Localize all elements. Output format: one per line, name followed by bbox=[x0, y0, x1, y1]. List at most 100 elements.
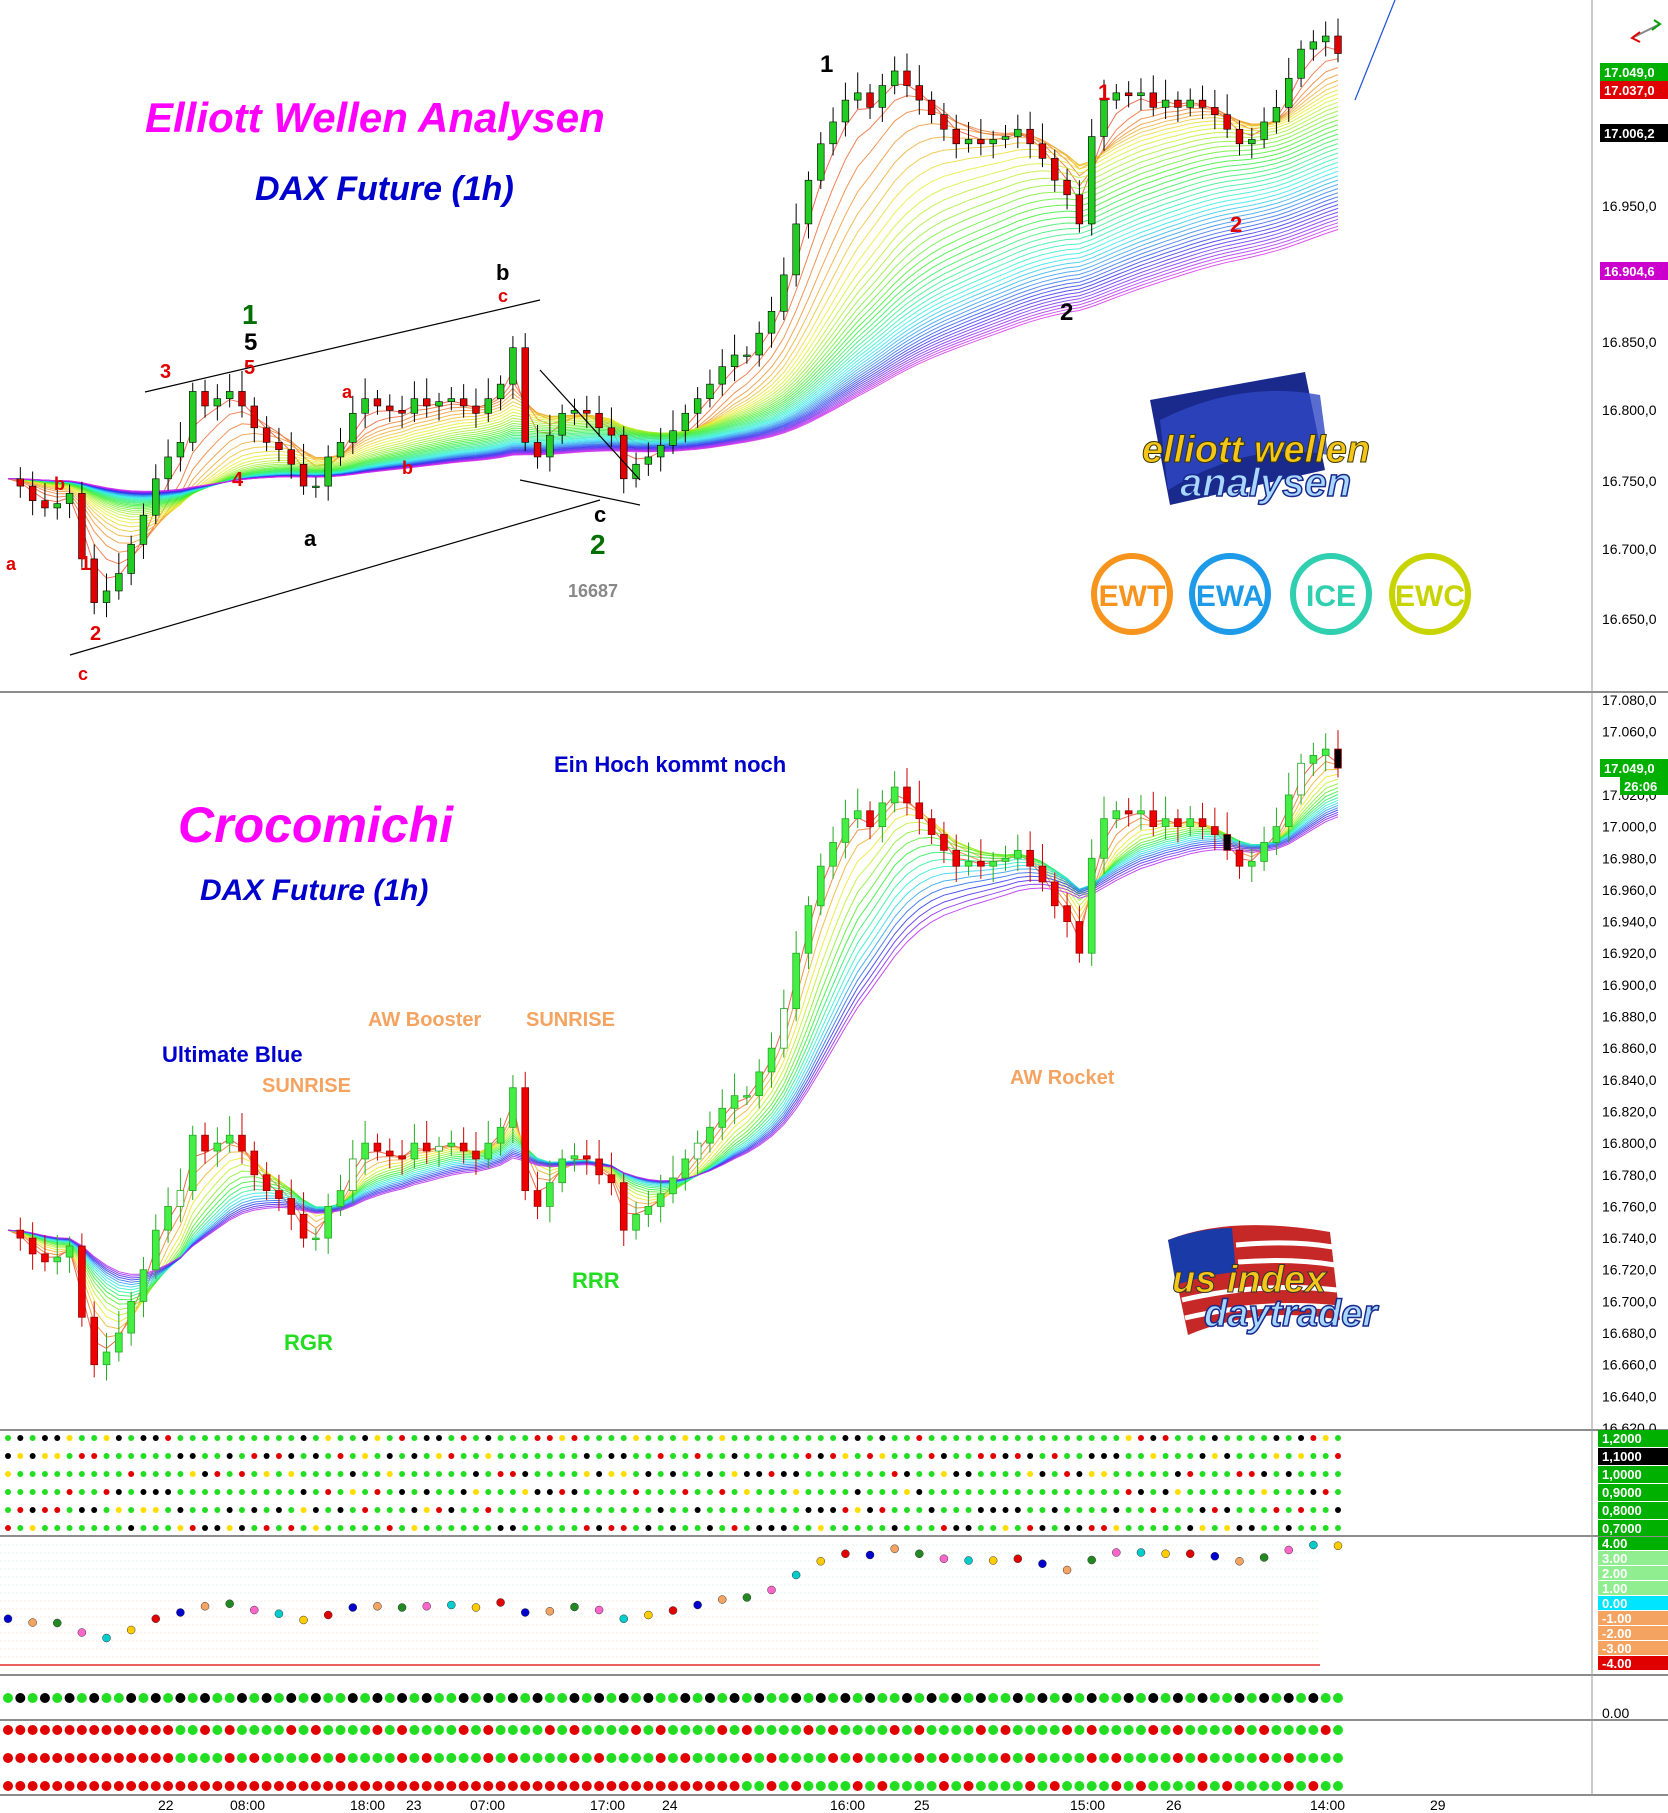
indicator-dot bbox=[620, 1435, 627, 1441]
indicator-dot bbox=[202, 1471, 209, 1477]
indicator-dot bbox=[436, 1471, 443, 1477]
candle-body bbox=[890, 70, 899, 86]
indicator-dot bbox=[263, 1453, 270, 1459]
indicator-dot bbox=[66, 1525, 73, 1531]
indicator-dot bbox=[1014, 1435, 1021, 1441]
indicator-dot bbox=[828, 1693, 839, 1703]
indicator-dot bbox=[1322, 1471, 1329, 1477]
indicator-dot bbox=[1224, 1453, 1231, 1459]
candle-body bbox=[28, 1237, 37, 1255]
indicator-dot bbox=[386, 1453, 393, 1459]
indicator-dot bbox=[15, 1781, 26, 1791]
indicator-dot bbox=[1320, 1725, 1331, 1735]
wave-label: b bbox=[402, 458, 413, 478]
indicator-dot bbox=[323, 1693, 334, 1703]
indicator-dot bbox=[618, 1725, 629, 1735]
indicator-dot bbox=[594, 1725, 605, 1735]
candle-body bbox=[1248, 139, 1256, 145]
indicator-dot bbox=[138, 1753, 149, 1763]
indicator-dot bbox=[890, 1544, 899, 1553]
indicator-dot bbox=[1174, 1489, 1181, 1495]
indicator-dot bbox=[1246, 1753, 1257, 1763]
candle-body bbox=[139, 514, 148, 545]
indicator-dot bbox=[520, 1781, 531, 1791]
indicator-dot bbox=[743, 1453, 750, 1459]
indicator-dot bbox=[916, 1489, 923, 1495]
indicator-dot bbox=[386, 1489, 393, 1495]
indicator-dot bbox=[422, 1602, 431, 1611]
candle-body bbox=[854, 92, 862, 101]
candle-body bbox=[656, 1193, 665, 1207]
indicator-dot bbox=[226, 1525, 233, 1531]
indicator-dot bbox=[202, 1507, 209, 1513]
y-tick: 16.760,0 bbox=[1602, 1198, 1657, 1214]
candle-body bbox=[1297, 48, 1305, 79]
indicator-dot bbox=[583, 1435, 590, 1441]
indicator-dot bbox=[1135, 1693, 1146, 1703]
indicator-dot bbox=[495, 1753, 506, 1763]
indicator-dot bbox=[1162, 1507, 1169, 1513]
candle-body bbox=[1026, 128, 1034, 145]
indicator-dot bbox=[768, 1435, 775, 1441]
indicator-dot bbox=[793, 1489, 800, 1495]
indicator-dot bbox=[165, 1489, 172, 1495]
candle-body bbox=[977, 861, 985, 867]
indicator-dot bbox=[472, 1489, 479, 1495]
indicator-dot bbox=[803, 1781, 814, 1791]
indicator-dot bbox=[596, 1453, 603, 1459]
indicator-dot bbox=[214, 1489, 221, 1495]
indicator-dot bbox=[1123, 1753, 1134, 1763]
indicator-dot bbox=[670, 1435, 676, 1441]
candle-body bbox=[743, 1095, 751, 1098]
indicator-dot bbox=[928, 1525, 935, 1531]
candle-body bbox=[780, 274, 788, 312]
candle-body bbox=[718, 366, 726, 385]
indicator-dot bbox=[238, 1435, 245, 1441]
indicator-dot bbox=[657, 1489, 664, 1495]
indicator-dot bbox=[152, 1489, 159, 1495]
indicator-dot bbox=[275, 1525, 282, 1531]
candle-body bbox=[632, 463, 640, 480]
indicator-dot bbox=[867, 1507, 874, 1513]
indicator-dot bbox=[1298, 1489, 1305, 1495]
indicator-dot bbox=[692, 1781, 703, 1791]
indicator-dot bbox=[101, 1725, 112, 1735]
indicator-dot bbox=[546, 1471, 553, 1477]
indicator-dot bbox=[1261, 1471, 1268, 1477]
candle-body bbox=[435, 401, 443, 407]
indicator-dot bbox=[1296, 1781, 1307, 1791]
candle-body bbox=[730, 354, 739, 367]
indicator-dot bbox=[1174, 1471, 1181, 1477]
indicator-dot bbox=[495, 1781, 506, 1791]
indicator-dot bbox=[39, 1753, 50, 1763]
indicator-dot bbox=[288, 1435, 295, 1441]
candle-body bbox=[312, 485, 320, 488]
indicator-dot bbox=[497, 1471, 504, 1477]
indicator-dot bbox=[596, 1435, 603, 1441]
indicator-dot bbox=[903, 1471, 910, 1477]
indicator-dot bbox=[854, 1453, 861, 1459]
indicator-dot bbox=[423, 1507, 430, 1513]
indicator-dot bbox=[64, 1753, 75, 1763]
indicator-dot bbox=[938, 1753, 949, 1763]
indicator-dot bbox=[386, 1507, 393, 1513]
indicator-dot bbox=[620, 1489, 627, 1495]
indicator-dot bbox=[472, 1507, 479, 1513]
trend-line bbox=[519, 479, 641, 506]
candle-body bbox=[620, 434, 628, 480]
indicator-dot bbox=[583, 1471, 590, 1477]
candle-body bbox=[583, 410, 591, 414]
indicator-dot bbox=[39, 1693, 50, 1703]
indicator-dot bbox=[1322, 1453, 1329, 1459]
candle-body bbox=[927, 818, 936, 835]
indicator-dot bbox=[1224, 1525, 1231, 1531]
indicator-dot bbox=[165, 1453, 172, 1459]
badge-ice: ICE bbox=[1306, 580, 1356, 613]
indicator-dot bbox=[534, 1507, 541, 1513]
sync-arrows-icon[interactable] bbox=[1630, 19, 1662, 43]
indicator-dot bbox=[1074, 1781, 1085, 1791]
candle-body bbox=[139, 1269, 148, 1302]
candle-body bbox=[1014, 849, 1022, 859]
ema-ribbon-line bbox=[7, 93, 1339, 524]
indicator-dot bbox=[867, 1489, 874, 1495]
